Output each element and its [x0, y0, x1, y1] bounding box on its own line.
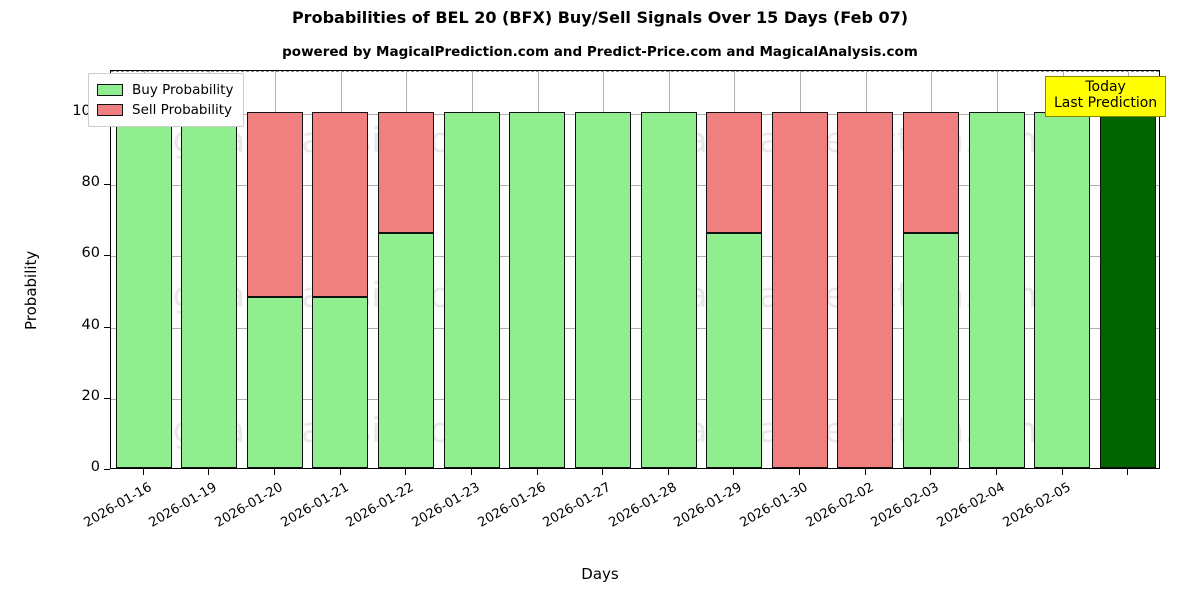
bar-segment-buy[interactable]	[116, 111, 172, 468]
bar-segment-buy[interactable]	[575, 111, 631, 468]
bar-segment-buy[interactable]	[247, 297, 303, 468]
legend-item-label: Buy Probability	[132, 82, 234, 98]
bar-group[interactable]	[378, 71, 434, 468]
bar-segment-buy[interactable]	[706, 232, 762, 468]
bar-segment-buy[interactable]	[181, 111, 237, 468]
legend-item-label: Sell Probability	[132, 102, 233, 118]
page-title: Probabilities of BEL 20 (BFX) Buy/Sell S…	[291, 8, 909, 27]
bar-segment-sell[interactable]	[903, 111, 959, 233]
y-tick-mark	[104, 255, 110, 257]
x-axis-label: Days	[581, 565, 619, 583]
today-annotation-line2: Last Prediction	[1054, 94, 1158, 111]
bar-segment-today[interactable]	[1100, 111, 1156, 468]
bar-group[interactable]	[1100, 71, 1156, 468]
x-tick-mark	[405, 469, 406, 475]
buy-color-swatch	[97, 84, 123, 96]
plot-area: MagicalAnalysis.comMagicalPrediction.com…	[110, 70, 1160, 469]
x-tick-mark	[930, 469, 931, 475]
x-tick-mark	[1062, 469, 1063, 475]
legend-item-buy[interactable]: Buy Probability	[97, 80, 233, 100]
bar-group[interactable]	[837, 71, 893, 468]
bar-segment-sell[interactable]	[772, 111, 828, 468]
chart-subtitle: powered by MagicalPrediction.com and Pre…	[282, 44, 918, 60]
bar-group[interactable]	[116, 71, 172, 468]
x-tick-mark	[340, 469, 341, 475]
sell-color-swatch	[97, 104, 123, 116]
bar-segment-sell[interactable]	[247, 111, 303, 297]
x-tick-mark	[996, 469, 997, 475]
y-tick-label: 20	[81, 387, 100, 404]
y-gridline	[111, 256, 1159, 258]
legend-item-sell[interactable]: Sell Probability	[97, 100, 233, 120]
y-tick-label: 60	[81, 245, 100, 262]
x-tick-mark	[602, 469, 603, 475]
bar-group[interactable]	[772, 71, 828, 468]
bar-group[interactable]	[509, 71, 565, 468]
today-annotation: Today Last Prediction	[1045, 76, 1167, 118]
bar-group[interactable]	[312, 71, 368, 468]
today-annotation-line1: Today	[1085, 79, 1126, 95]
bar-group[interactable]	[969, 71, 1025, 468]
y-tick-label: 40	[81, 316, 100, 333]
bar-segment-buy[interactable]	[903, 232, 959, 468]
bar-group[interactable]	[903, 71, 959, 468]
bar-group[interactable]	[1034, 71, 1090, 468]
y-tick-label: 0	[90, 459, 100, 475]
bar-segment-buy[interactable]	[378, 232, 434, 468]
bar-segment-buy[interactable]	[969, 111, 1025, 468]
x-tick-mark	[537, 469, 538, 475]
bar-segment-buy[interactable]	[509, 111, 565, 468]
y-tick-mark	[104, 184, 110, 185]
y-gridline	[111, 398, 1159, 400]
bar-group[interactable]	[641, 71, 697, 468]
reference-dashed-line	[111, 71, 1159, 72]
bar-segment-sell[interactable]	[312, 111, 368, 297]
y-gridline	[111, 327, 1159, 329]
bar-group[interactable]	[247, 71, 303, 468]
bar-segment-buy[interactable]	[312, 297, 368, 468]
x-tick-mark	[471, 469, 472, 475]
x-tick-mark	[274, 469, 275, 475]
bar-segment-buy[interactable]	[444, 111, 500, 468]
bar-segment-buy[interactable]	[641, 111, 697, 468]
bar-group[interactable]	[444, 71, 500, 468]
x-tick-mark	[143, 469, 144, 475]
legend: Buy Probability Sell Probability	[88, 73, 245, 127]
x-tick-mark	[799, 469, 800, 475]
y-tick-label: 80	[81, 174, 100, 190]
x-tick-mark	[668, 469, 669, 475]
y-tick-mark	[104, 397, 110, 399]
y-tick-mark	[104, 326, 110, 328]
y-gridline	[111, 185, 1159, 186]
bar-segment-buy[interactable]	[1034, 111, 1090, 468]
bar-segment-sell[interactable]	[378, 111, 434, 233]
x-tick-mark	[733, 469, 734, 475]
y-tick-mark	[104, 469, 110, 470]
bar-group[interactable]	[706, 71, 762, 468]
x-tick-mark	[208, 469, 209, 475]
bar-segment-sell[interactable]	[706, 111, 762, 233]
bar-group[interactable]	[181, 71, 237, 468]
x-tick-mark	[1127, 469, 1128, 475]
bar-segment-sell[interactable]	[837, 111, 893, 468]
y-gridline	[111, 113, 1159, 115]
x-tick-mark	[865, 469, 866, 475]
bar-group[interactable]	[575, 71, 631, 468]
